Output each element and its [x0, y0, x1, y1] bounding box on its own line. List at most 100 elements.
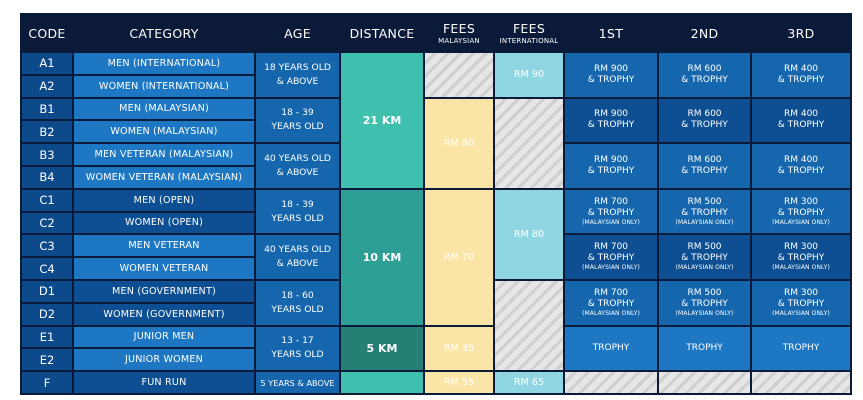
header-age: AGE — [254, 13, 341, 53]
table-row-e1: E1 JUNIOR MEN 13 - 17 YEARS OLD 5 KM RM 3… — [20, 324, 852, 373]
prize-second-cell: RM 500 & TROPHY (MALAYSIAN ONLY) — [657, 233, 752, 281]
prize-third-cell: RM 300 & TROPHY (MALAYSIAN ONLY) — [750, 233, 852, 281]
category-cell: MEN (GOVERNMENT) — [72, 278, 256, 304]
category-cell: MEN VETERAN — [72, 233, 256, 259]
code-cell: B4 — [20, 164, 74, 190]
prize-second-cell: RM 600 & TROPHY — [657, 142, 752, 190]
header-first-prize: 1ST — [563, 13, 659, 53]
prize-third-cell: RM 400 & TROPHY — [750, 96, 852, 145]
race-category-table: CODE CATEGORY AGE DISTANCE FEES MALAYSIAN… — [20, 13, 852, 395]
category-cell: WOMEN VETERAN — [72, 256, 256, 281]
table-row-d2: D2 WOMEN (GOVERNMENT) — [20, 301, 851, 327]
code-cell: A2 — [20, 73, 74, 99]
prize-first-cell: RM 900 & TROPHY — [563, 51, 659, 99]
category-cell: WOMEN (INTERNATIONAL) — [72, 73, 256, 99]
distance-cell-10km: 10 KM — [339, 187, 425, 327]
header-distance: DISTANCE — [339, 13, 425, 53]
header-third-prize: 3RD — [750, 13, 852, 53]
age-cell: 40 YEARS OLD & ABOVE — [254, 233, 341, 281]
table-row-b3: B3 MEN VETERAN (MALAYSIAN) 40 YEARS OLD &… — [20, 142, 852, 190]
distance-cell-5km: 5 KM — [339, 324, 425, 373]
age-cell: 18 - 39 YEARS OLD — [254, 187, 341, 236]
category-cell: MEN (INTERNATIONAL) — [72, 51, 256, 76]
category-cell: JUNIOR WOMEN — [72, 347, 256, 373]
prize-third-cell: RM 300 & TROPHY (MALAYSIAN ONLY) — [750, 187, 852, 236]
prize-second-cell: TROPHY — [657, 324, 752, 373]
prize-third-cell: RM 400 & TROPHY — [750, 51, 852, 99]
prize-third-cell: TROPHY — [750, 324, 852, 373]
age-cell: 40 YEARS OLD & ABOVE — [254, 142, 341, 190]
header-row: CODE CATEGORY AGE DISTANCE FEES MALAYSIAN… — [20, 13, 852, 53]
table-row-b4: B4 WOMEN VETERAN (MALAYSIAN) — [20, 164, 851, 190]
code-cell: F — [20, 370, 74, 395]
code-cell: D1 — [20, 278, 74, 304]
header-fees-international: FEES INTERNATIONAL — [493, 13, 565, 53]
code-cell: C4 — [20, 256, 74, 281]
prize-first-cell: RM 900 & TROPHY — [563, 142, 659, 190]
prize-first-cell: RM 700 & TROPHY (MALAYSIAN ONLY) — [563, 233, 659, 281]
category-cell: WOMEN (GOVERNMENT) — [72, 301, 256, 327]
code-cell: B1 — [20, 96, 74, 122]
age-cell: 18 - 39 YEARS OLD — [254, 96, 341, 145]
age-cell: 13 - 17 YEARS OLD — [254, 324, 341, 373]
code-cell: B3 — [20, 142, 74, 167]
category-cell: MEN (MALAYSIAN) — [72, 96, 256, 122]
table-row-b1: B1 MEN (MALAYSIAN) 18 - 39 YEARS OLD RM 8… — [20, 96, 852, 190]
header-code: CODE — [20, 13, 74, 53]
code-cell: C2 — [20, 210, 74, 236]
category-cell: MEN (OPEN) — [72, 187, 256, 213]
code-cell: B2 — [20, 119, 74, 145]
age-cell: 18 YEARS OLD & ABOVE — [254, 51, 341, 99]
header-category: CATEGORY — [72, 13, 256, 53]
table-row-c1: C1 MEN (OPEN) 18 - 39 YEARS OLD 10 KM RM … — [20, 187, 852, 327]
age-cell: 5 YEARS & ABOVE — [254, 370, 341, 395]
prize-second-cell: RM 600 & TROPHY — [657, 51, 752, 99]
prize-first-not-applicable — [563, 370, 659, 395]
table-row-a2: A2 WOMEN (INTERNATIONAL) — [20, 73, 851, 99]
category-cell: WOMEN VETERAN (MALAYSIAN) — [72, 164, 256, 190]
fee-malaysian-cell: RM 80 — [423, 96, 495, 190]
prize-first-cell: RM 900 & TROPHY — [563, 96, 659, 145]
code-cell: C3 — [20, 233, 74, 259]
prize-first-cell: RM 700 & TROPHY (MALAYSIAN ONLY) — [563, 278, 659, 327]
code-cell: D2 — [20, 301, 74, 327]
category-cell: WOMEN (OPEN) — [72, 210, 256, 236]
age-cell: 18 - 60 YEARS OLD — [254, 278, 341, 327]
fee-international-cell: RM 90 — [493, 51, 565, 99]
distance-cell-empty — [339, 370, 425, 395]
table-row-c2: C2 WOMEN (OPEN) — [20, 210, 851, 236]
prize-second-cell: RM 600 & TROPHY — [657, 96, 752, 145]
fee-international-not-applicable — [493, 278, 565, 373]
fee-malaysian-cell: RM 55 — [423, 370, 495, 395]
code-cell: A1 — [20, 51, 74, 76]
table-row-f: F FUN RUN 5 YEARS & ABOVE RM 55 RM 65 — [20, 370, 852, 395]
category-cell: FUN RUN — [72, 370, 256, 395]
header-second-prize: 2ND — [657, 13, 752, 53]
prize-third-cell: RM 300 & TROPHY (MALAYSIAN ONLY) — [750, 278, 852, 327]
table-row-e2: E2 JUNIOR WOMEN — [20, 347, 851, 373]
fee-international-not-applicable — [493, 96, 565, 190]
prize-first-cell: RM 700 & TROPHY (MALAYSIAN ONLY) — [563, 187, 659, 236]
table-row-d1: D1 MEN (GOVERNMENT) 18 - 60 YEARS OLD RM … — [20, 278, 852, 373]
prize-first-cell: TROPHY — [563, 324, 659, 373]
table-row-c3: C3 MEN VETERAN 40 YEARS OLD & ABOVE RM 70… — [20, 233, 852, 281]
fee-malaysian-cell: RM 35 — [423, 324, 495, 373]
fee-international-cell: RM 65 — [493, 370, 565, 395]
table-row-a1: A1 MEN (INTERNATIONAL) 18 YEARS OLD & ABO… — [20, 51, 852, 190]
prize-second-not-applicable — [657, 370, 752, 395]
code-cell: E1 — [20, 324, 74, 350]
table-row-c4: C4 WOMEN VETERAN — [20, 256, 851, 281]
fee-malaysian-not-applicable — [423, 51, 495, 99]
distance-cell-21km: 21 KM — [339, 51, 425, 190]
prize-third-cell: RM 400 & TROPHY — [750, 142, 852, 190]
fee-international-cell: RM 80 — [493, 187, 565, 281]
prize-third-not-applicable — [750, 370, 852, 395]
category-cell: WOMEN (MALAYSIAN) — [72, 119, 256, 145]
header-fees-malaysian: FEES MALAYSIAN — [423, 13, 495, 53]
prize-second-cell: RM 500 & TROPHY (MALAYSIAN ONLY) — [657, 187, 752, 236]
code-cell: C1 — [20, 187, 74, 213]
category-cell: MEN VETERAN (MALAYSIAN) — [72, 142, 256, 167]
fee-malaysian-cell: RM 70 — [423, 187, 495, 327]
code-cell: E2 — [20, 347, 74, 373]
